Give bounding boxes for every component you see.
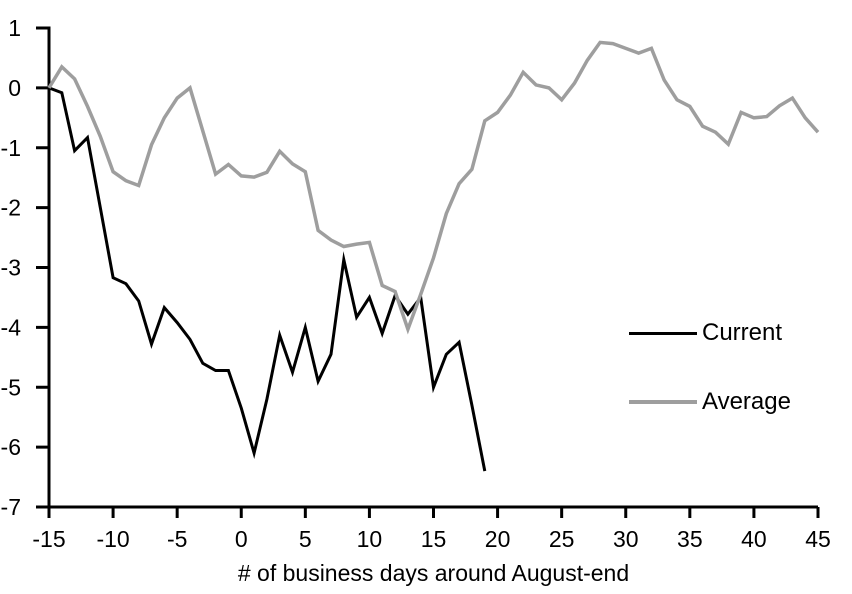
y-tick-label: 0 (8, 75, 21, 101)
axes-layer: 10-1-2-3-4-5-6-7-15 -10 -5 0 5 10 15 20 25 30 35 40… (1, 15, 831, 552)
y-tick-label: -3 (1, 255, 21, 281)
x-tick-label: 45 (805, 526, 831, 552)
x-tick-label: -5 (167, 526, 187, 552)
legend-item-current: Current (629, 319, 782, 347)
y-tick-label: -4 (1, 314, 22, 340)
x-tick-label: 5 (299, 526, 312, 552)
y-tick-label: 1 (8, 15, 21, 41)
y-tick-label: -2 (1, 195, 21, 221)
x-tick-label: 25 (549, 526, 575, 552)
series-line-current (48, 86, 487, 472)
x-axis-title: # of business days around August-end (237, 560, 630, 586)
x-tick-label: 15 (421, 526, 447, 552)
x-tick-label: 30 (613, 526, 639, 552)
series-line-average (47, 40, 820, 335)
legend-item-average: Average (629, 388, 791, 416)
legend-label-current: Current (702, 319, 783, 346)
x-tick-label: -10 (96, 526, 129, 552)
y-tick-label: -5 (1, 374, 21, 400)
y-tick-label: -1 (1, 135, 21, 161)
x-tick-label: -15 (32, 526, 65, 552)
y-tick-label: -6 (1, 434, 21, 460)
series-layer (47, 40, 820, 472)
x-tick-label: 35 (677, 526, 703, 552)
x-tick-label: 10 (357, 526, 383, 552)
legend-label-average: Average (702, 388, 791, 415)
legend-line-current (629, 331, 697, 335)
x-tick-label: 20 (485, 526, 511, 552)
x-tick-label: 0 (235, 526, 248, 552)
y-tick-label: -7 (1, 494, 21, 520)
legend-line-average (629, 400, 697, 404)
x-tick-label: 40 (741, 526, 767, 552)
